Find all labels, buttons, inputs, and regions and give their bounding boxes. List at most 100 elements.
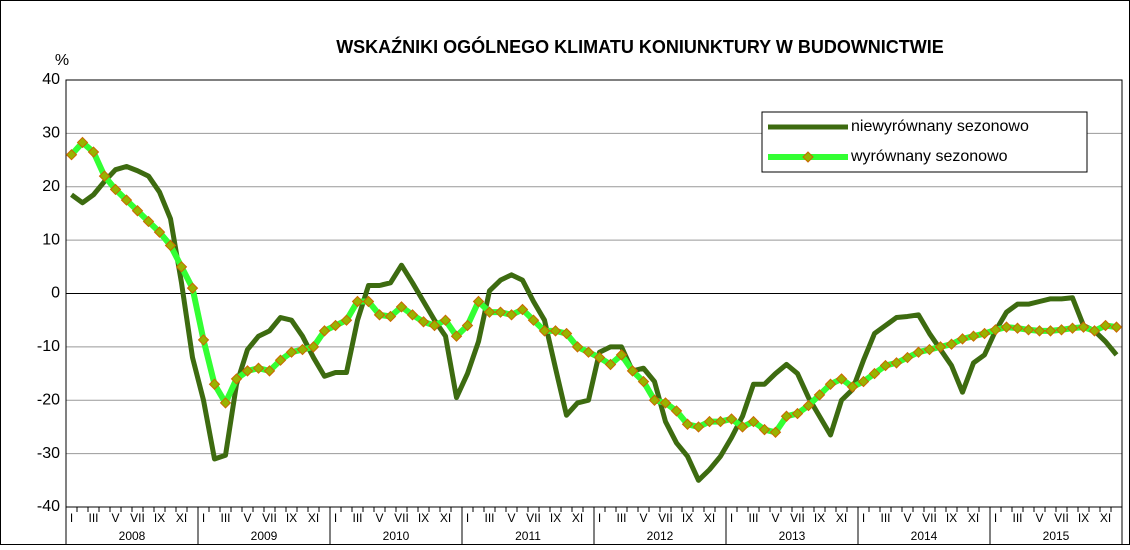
x-tick-label: IX <box>814 511 825 525</box>
legend-marker <box>802 151 814 163</box>
x-tick-label: I <box>598 511 601 525</box>
marker <box>736 421 749 433</box>
y-tick-label: 10 <box>42 231 60 248</box>
marker <box>439 314 452 326</box>
x-tick-label: V <box>375 511 383 525</box>
marker <box>450 330 463 342</box>
marker <box>791 407 804 420</box>
marker <box>428 319 441 332</box>
marker <box>98 170 111 182</box>
marker <box>87 146 100 158</box>
marker <box>1099 319 1112 332</box>
marker <box>285 346 298 358</box>
x-tick-label: XI <box>440 511 451 525</box>
x-tick-label: V <box>111 511 119 525</box>
marker <box>142 215 155 228</box>
marker <box>824 378 837 390</box>
x-tick-label: VII <box>130 511 145 525</box>
marker <box>912 346 925 358</box>
marker <box>989 324 1002 336</box>
x-tick-label: VII <box>262 511 277 525</box>
marker <box>384 310 397 323</box>
marker <box>714 415 727 428</box>
y-tick-label: 30 <box>42 125 60 142</box>
marker <box>1088 325 1101 337</box>
marker <box>274 354 287 366</box>
marker <box>945 338 958 350</box>
y-tick-label: -30 <box>37 445 60 462</box>
x-tick-label: VII <box>790 511 805 525</box>
year-label: 2015 <box>1043 529 1070 543</box>
x-tick-label: V <box>771 511 779 525</box>
marker <box>802 399 815 412</box>
x-tick-label: VII <box>922 511 937 525</box>
x-tick-label: VII <box>658 511 673 525</box>
marker <box>978 327 991 340</box>
x-tick-label: I <box>730 511 733 525</box>
legend-box <box>761 111 1088 173</box>
year-label: 2013 <box>779 529 806 543</box>
marker <box>1011 322 1024 334</box>
x-tick-label: III <box>748 511 758 525</box>
marker <box>604 358 617 371</box>
x-tick-label: III <box>484 511 494 525</box>
x-tick-label: I <box>202 511 205 525</box>
marker <box>1000 321 1013 333</box>
x-tick-label: III <box>1012 511 1022 525</box>
x-tick-label: V <box>1035 511 1043 525</box>
marker <box>1077 321 1090 333</box>
marker <box>967 330 980 342</box>
marker <box>769 426 782 438</box>
marker <box>175 261 188 273</box>
marker <box>307 341 320 353</box>
marker <box>593 351 606 364</box>
marker <box>626 365 639 377</box>
y-tick-label: -20 <box>37 391 60 408</box>
legend-label: niewyrównany sezonowo <box>851 118 1029 135</box>
marker <box>1033 325 1046 337</box>
marker <box>362 295 375 308</box>
marker <box>340 314 353 326</box>
marker <box>725 413 738 425</box>
marker <box>494 306 507 318</box>
x-tick-label: I <box>862 511 865 525</box>
marker <box>868 367 881 380</box>
x-tick-label: III <box>352 511 362 525</box>
x-tick-label: IX <box>418 511 429 525</box>
y-tick-label: -10 <box>37 338 60 355</box>
marker <box>780 410 793 422</box>
x-tick-label: XI <box>1100 511 1111 525</box>
marker <box>857 375 870 388</box>
marker <box>1022 324 1035 336</box>
marker <box>516 303 529 316</box>
marker <box>901 351 914 364</box>
year-label: 2009 <box>251 529 278 543</box>
x-tick-label: VII <box>526 511 541 525</box>
x-tick-label: IX <box>682 511 693 525</box>
marker <box>560 327 573 340</box>
marker <box>648 394 661 406</box>
marker <box>703 415 716 428</box>
marker <box>109 183 122 196</box>
marker <box>186 282 199 294</box>
x-tick-label: VII <box>394 511 409 525</box>
marker <box>571 341 584 353</box>
x-tick-label: III <box>616 511 626 525</box>
x-tick-label: V <box>507 511 515 525</box>
marker <box>241 365 254 377</box>
x-tick-label: XI <box>572 511 583 525</box>
marker <box>65 149 78 161</box>
y-axis-label: % <box>55 52 69 69</box>
marker <box>329 319 342 332</box>
marker <box>846 381 859 393</box>
marker <box>549 325 562 337</box>
marker <box>296 343 309 356</box>
marker <box>131 205 144 217</box>
marker <box>890 357 903 369</box>
x-tick-label: XI <box>308 511 319 525</box>
marker <box>263 365 276 377</box>
x-tick-label: IX <box>286 511 297 525</box>
marker <box>395 301 408 313</box>
